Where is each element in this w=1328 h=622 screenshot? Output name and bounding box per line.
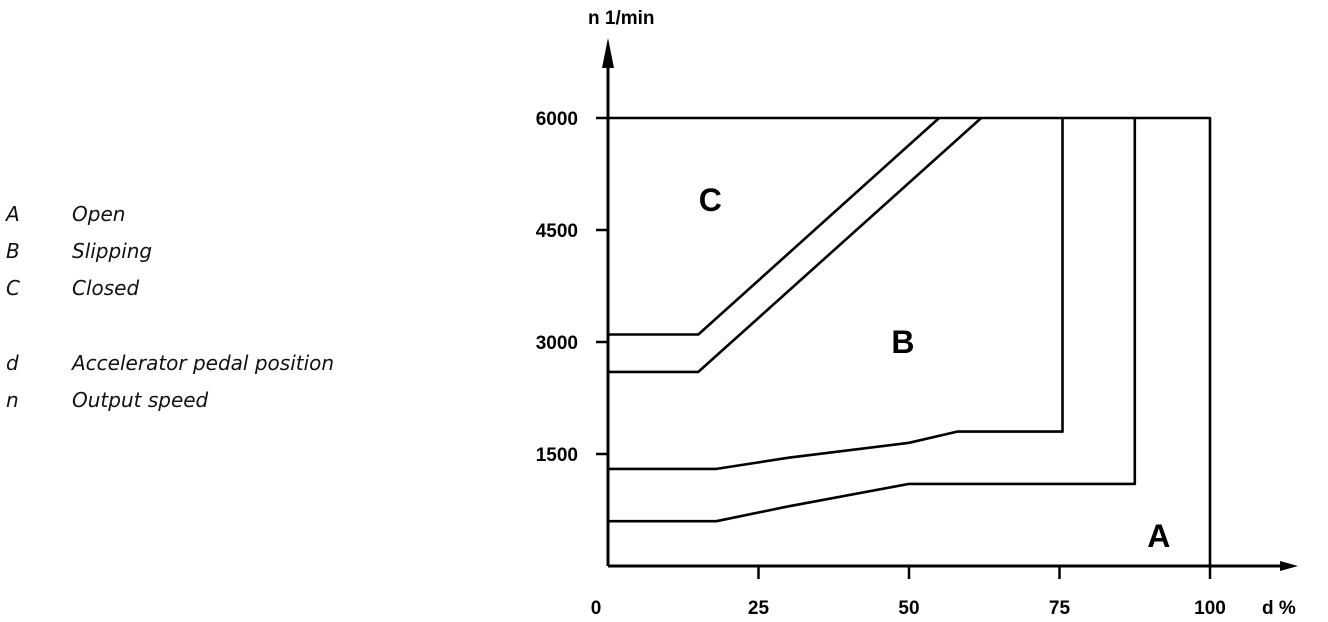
y-axis-title: n 1/min xyxy=(588,8,655,29)
y-tick-label: 1500 xyxy=(536,445,578,466)
x-tick-label: 100 xyxy=(1194,598,1226,619)
region-label-c: C xyxy=(699,182,722,218)
region-label-b: B xyxy=(891,324,914,360)
legend-label: Slipping xyxy=(72,238,153,263)
legend-key: n xyxy=(6,387,19,412)
legend-label: Output speed xyxy=(72,387,209,412)
series-line-2 xyxy=(608,117,983,374)
legend-label: Open xyxy=(72,201,126,226)
region-labels: C B A xyxy=(699,182,1171,554)
series-line-4 xyxy=(608,118,1137,523)
x-axis-title: d % xyxy=(1262,598,1296,619)
series-group xyxy=(608,116,1212,566)
legend-key: C xyxy=(6,275,20,300)
x-tick-label: 0 xyxy=(591,598,602,619)
legend-key: B xyxy=(6,238,20,263)
legend-item-pedal: d Accelerator pedal position xyxy=(6,344,334,381)
series-line-1 xyxy=(608,117,940,336)
series-line-3 xyxy=(608,118,1064,471)
x-axis-arrow xyxy=(1280,561,1298,571)
axes: 1500 3000 4500 6000 0 25 50 75 100 n 1/min d % xyxy=(536,8,1298,619)
x-tick-label: 75 xyxy=(1049,598,1071,619)
legend-label: Accelerator pedal position xyxy=(72,350,335,375)
y-axis-arrow xyxy=(602,38,614,68)
legend-item-slipping: B Slipping xyxy=(6,232,334,269)
y-tick-label: 4500 xyxy=(536,221,578,242)
legend-key: d xyxy=(6,350,19,375)
x-tick-label: 50 xyxy=(898,598,919,619)
legend: A Open B Slipping C Closed d Accelerator… xyxy=(6,195,334,418)
legend-item-speed: n Output speed xyxy=(6,381,334,418)
region-label-a: A xyxy=(1147,518,1170,554)
y-tick-label: 3000 xyxy=(536,333,578,354)
legend-item-open: A Open xyxy=(6,195,334,232)
x-tick-label: 25 xyxy=(748,598,770,619)
legend-key: A xyxy=(6,201,20,226)
legend-label: Closed xyxy=(72,275,140,300)
legend-item-closed: C Closed xyxy=(6,269,334,306)
series-line-5 xyxy=(608,116,1212,566)
y-tick-label: 6000 xyxy=(536,109,578,130)
